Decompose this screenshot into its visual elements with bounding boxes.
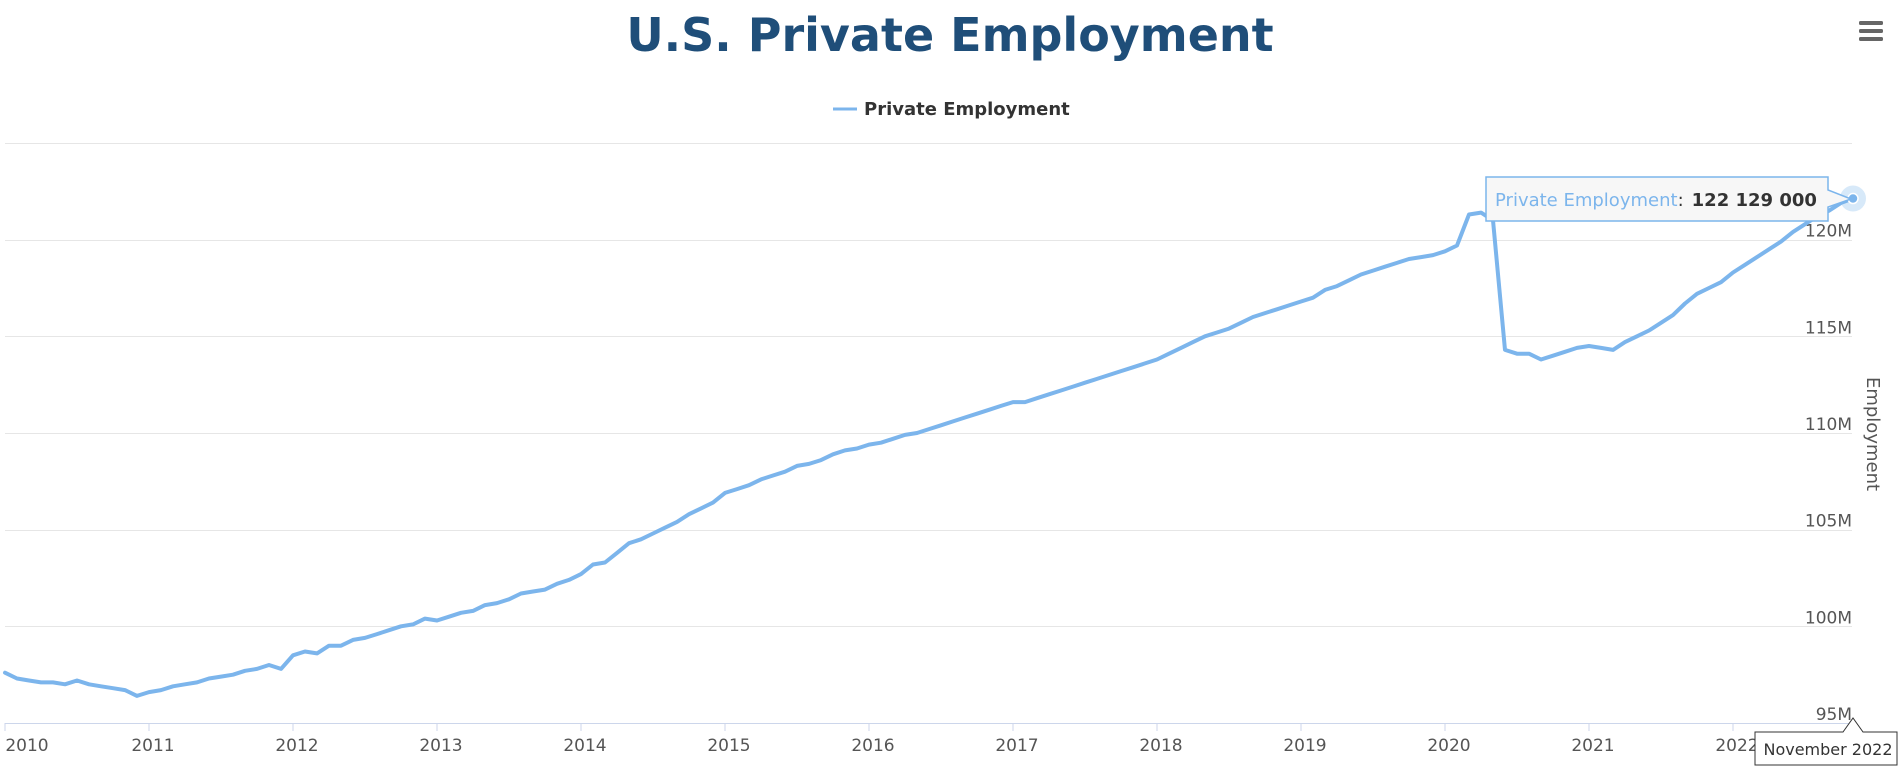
x-axis-tick-labels: 2010 2011 2012 2013 2014 2015 2016 2017 2018 2019… [4, 723, 1759, 756]
tooltip-text: Private Employment: 122 129 000 [1495, 190, 1817, 211]
y-tick-label: 105M [1805, 512, 1852, 532]
x-tick-label: 2012 [275, 736, 318, 756]
x-tick-label: 2020 [1427, 736, 1470, 756]
x-tick-label: 2021 [1571, 736, 1614, 756]
y-tick-label: 115M [1805, 318, 1852, 338]
tooltip-box [1485, 176, 1854, 222]
y-tick-label: 100M [1805, 608, 1852, 628]
x-tick-label: 2014 [563, 736, 606, 756]
crosshair-label-box [1754, 717, 1898, 766]
crosshair-x-label: November 2022 [1754, 717, 1898, 766]
x-tick-label: 2011 [131, 736, 174, 756]
legend-label: Private Employment [864, 99, 1070, 120]
tooltip-value: 122 129 000 [1692, 190, 1817, 211]
x-tick-label: 2016 [851, 736, 894, 756]
x-tick-label: 2022 [1715, 736, 1758, 756]
legend-item-private-employment[interactable]: Private Employment [833, 99, 1070, 120]
y-tick-label: 120M [1805, 222, 1852, 242]
gridlines [5, 143, 1852, 724]
tooltip-separator: : [1678, 190, 1684, 211]
x-tick-label: 2019 [1283, 736, 1326, 756]
y-tick-label: 95M [1816, 705, 1852, 725]
y-axis-title: Employment [1862, 377, 1883, 491]
y-tick-label: 110M [1805, 415, 1852, 435]
tooltip: Private Employment: 122 129 000 [1485, 176, 1854, 222]
y-axis-tick-labels: 95M 100M 105M 110M 115M 120M [1805, 222, 1852, 725]
x-tick-label: 2013 [419, 736, 462, 756]
series-private-employment[interactable] [3, 196, 1855, 698]
x-tick-label: 2018 [1139, 736, 1182, 756]
x-tick-label: 2010 [5, 736, 48, 756]
x-tick-label: 2017 [995, 736, 1038, 756]
series-line[interactable] [3, 196, 1855, 698]
tooltip-series-label: Private Employment [1495, 190, 1678, 211]
hamburger-menu-icon[interactable] [1858, 19, 1884, 43]
chart-title: U.S. Private Employment [626, 8, 1273, 62]
x-tick-label: 2015 [707, 736, 750, 756]
crosshair-label-text: November 2022 [1763, 740, 1892, 759]
